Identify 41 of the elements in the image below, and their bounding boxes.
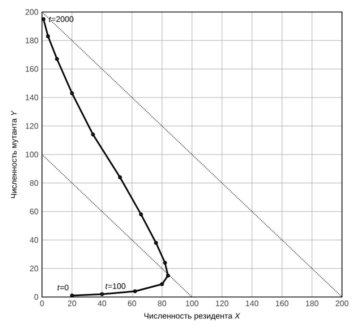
point	[160, 282, 164, 286]
point	[46, 34, 50, 38]
point	[139, 212, 143, 216]
y-tick-label: 60	[30, 208, 38, 214]
point	[163, 260, 167, 265]
x-tick-label: 160	[276, 300, 288, 306]
point	[70, 91, 74, 96]
x-tick-label: 0	[40, 300, 44, 306]
x-tick-label: 100	[186, 300, 198, 306]
y-tick-label: 200	[26, 9, 38, 15]
x-tick-label: 80	[158, 300, 166, 306]
point	[100, 292, 104, 296]
point	[118, 175, 122, 180]
y-tick-label: 100	[26, 152, 38, 158]
point	[91, 132, 95, 136]
annotation: t=100	[106, 283, 126, 289]
y-axis-title: Численность мутанта Y	[11, 110, 18, 198]
x-tick-label: 120	[216, 300, 228, 306]
x-axis-title: Численность резидента X	[144, 313, 240, 320]
point	[42, 17, 46, 22]
y-tick-label: 120	[26, 123, 38, 129]
point	[55, 57, 59, 61]
point	[133, 289, 137, 294]
x-tick-label: 60	[128, 300, 136, 306]
x-tick-label: 40	[98, 300, 106, 306]
point	[154, 240, 158, 245]
y-tick-label: 20	[30, 266, 38, 272]
x-tick-label: 20	[68, 300, 76, 306]
y-tick-label: 180	[26, 38, 38, 44]
x-tick-label: 180	[306, 300, 318, 306]
y-tick-label: 40	[30, 237, 38, 243]
annotation: t=0	[58, 284, 68, 290]
x-tick-label: 200	[336, 300, 348, 306]
y-tick-label: 140	[26, 94, 38, 100]
y-tick-label: 80	[30, 180, 38, 186]
y-tick-label: 160	[26, 66, 38, 72]
y-tick-label: 0	[34, 294, 38, 300]
point	[70, 294, 74, 298]
x-tick-label: 140	[246, 300, 258, 306]
point	[166, 274, 170, 278]
annotation: t=2000	[49, 16, 74, 22]
